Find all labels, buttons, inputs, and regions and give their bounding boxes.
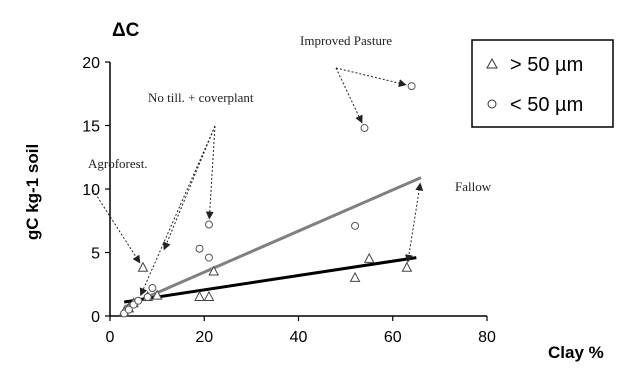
- y-tick-label: 20: [82, 55, 100, 72]
- data-point-coarse-fraction: [204, 292, 213, 301]
- data-point-coarse-fraction: [351, 273, 360, 282]
- data-point-fine-fraction: [361, 125, 368, 132]
- annotation-fallow: Fallow: [455, 179, 492, 194]
- data-point-coarse-fraction: [365, 254, 374, 263]
- legend: > 50 µm < 50 µm: [472, 40, 613, 127]
- annotation-agroforest: Agroforest.: [88, 156, 148, 171]
- data-point-fine-fraction: [205, 254, 212, 261]
- x-axis-label: Clay %: [548, 343, 604, 362]
- axis-ticks: 0 20 40 60 80 0 5 10 15 20: [82, 55, 496, 346]
- data-point-fine-fraction: [408, 83, 415, 90]
- x-tick-label: 0: [106, 329, 115, 346]
- chart-title: ΔC: [112, 20, 140, 41]
- y-tick-label: 5: [91, 246, 100, 263]
- annotation-no-till-coverplant: No till. + coverplant: [148, 90, 254, 105]
- x-tick-label: 40: [290, 329, 308, 346]
- data-point-fine-fraction: [135, 297, 142, 304]
- data-point-fine-fraction: [352, 222, 359, 229]
- annotation-improved-pasture: Improved Pasture: [300, 33, 392, 48]
- data-point-fine-fraction: [205, 221, 212, 228]
- y-axis-label: gC kg-1 soil: [23, 144, 42, 240]
- y-tick-label: 10: [82, 182, 100, 199]
- trend-lines: [124, 178, 421, 308]
- x-tick-label: 20: [195, 329, 213, 346]
- annotation-arrow: [165, 126, 215, 249]
- data-point-coarse-fraction: [402, 263, 411, 272]
- annotation-arrow: [141, 126, 215, 294]
- y-tick-label: 15: [82, 119, 100, 136]
- trend-line: [124, 258, 416, 302]
- x-tick-label: 80: [478, 329, 496, 346]
- x-tick-label: 60: [384, 329, 402, 346]
- legend-label-fine: < 50 µm: [510, 94, 583, 116]
- legend-label-coarse: > 50 µm: [510, 54, 583, 76]
- data-point-fine-fraction: [196, 245, 203, 252]
- data-point-fine-fraction: [144, 293, 151, 300]
- data-point-fine-fraction: [149, 285, 156, 292]
- annotation-arrow: [408, 185, 420, 261]
- data-point-coarse-fraction: [195, 292, 204, 301]
- trend-line: [124, 178, 421, 308]
- annotation-arrow: [209, 126, 215, 218]
- annotation-arrow: [336, 68, 405, 84]
- y-tick-label: 0: [91, 309, 100, 326]
- data-point-coarse-fraction: [138, 263, 147, 272]
- annotation-arrow: [336, 68, 361, 122]
